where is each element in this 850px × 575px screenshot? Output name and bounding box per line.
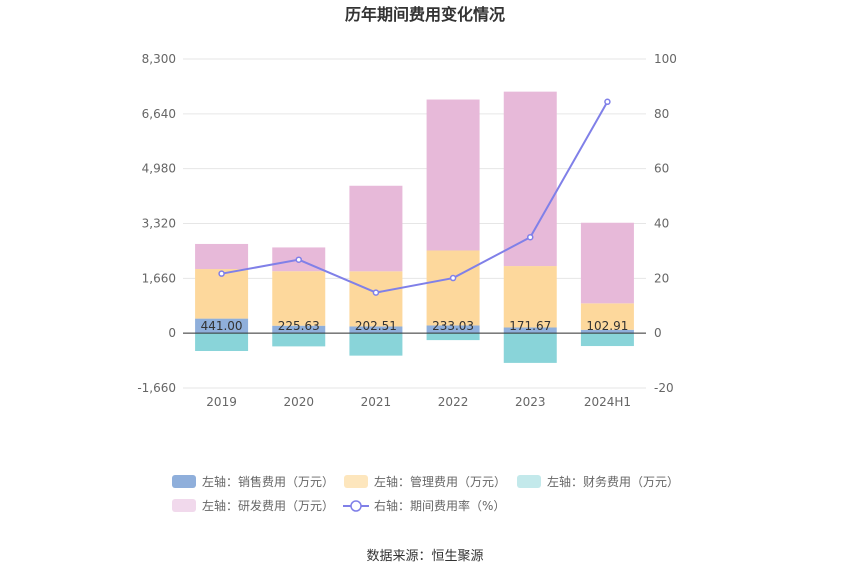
bar-data-label: 102.91 [586, 319, 628, 333]
bar-data-label: 171.67 [509, 319, 551, 333]
rate-line [221, 101, 609, 294]
rate-point [372, 289, 380, 296]
bar-segment [503, 333, 557, 363]
legend-swatch [172, 475, 196, 488]
x-tick-label: 2020 [283, 395, 314, 409]
legend-label: 右轴：期间费用率（%） [374, 498, 505, 513]
bar-segment [426, 250, 480, 326]
right-tick-label: 0 [654, 326, 662, 340]
right-tick-label: 60 [654, 162, 669, 176]
rate-point [295, 256, 302, 263]
right-tick-label: 100 [654, 52, 677, 66]
bar-segment [426, 325, 480, 334]
left-tick-label: 8,300 [142, 52, 176, 66]
source-note: 数据来源：恒生聚源 [366, 549, 483, 564]
left-tick-label: -1,660 [137, 381, 176, 395]
rate-point [527, 233, 534, 241]
bar-segment [195, 333, 249, 352]
right-tick-label: 80 [654, 107, 669, 121]
bar-segment [349, 271, 403, 327]
legend-marker [350, 500, 362, 512]
left-tick-label: 3,320 [142, 217, 176, 231]
right-tick-label: 20 [654, 271, 669, 285]
right-axis: 100 80 60 40 20 0 -20 [654, 52, 677, 395]
line-series [218, 98, 611, 296]
bar-segment [503, 327, 557, 334]
rate-point [449, 274, 457, 282]
bar-data-label: 225.63 [278, 319, 320, 333]
bar-segment [580, 333, 634, 347]
x-tick-label: 2021 [361, 395, 392, 409]
left-tick-label: 6,640 [142, 107, 176, 121]
bar-segment [195, 318, 249, 334]
left-tick-label: 4,980 [142, 162, 176, 176]
legend-swatch [172, 499, 196, 512]
legend-label: 左轴：财务费用（万元） [547, 474, 679, 489]
legend-swatch [344, 475, 368, 488]
left-axis: 8,300 6,640 4,980 3,320 1,660 0 -1,660 [137, 52, 176, 395]
legend-label: 左轴：管理费用（万元） [374, 474, 506, 489]
bar-segment [272, 333, 326, 347]
bars [195, 91, 634, 363]
rate-point [604, 98, 611, 106]
bar-segment [580, 329, 634, 334]
bar-segment [195, 269, 249, 319]
bar-segment [349, 185, 403, 272]
bar-segment [426, 333, 480, 341]
bar-segment [580, 222, 634, 304]
grid [183, 58, 646, 389]
bar-segment [503, 266, 557, 328]
bar-segment [349, 333, 403, 356]
legend-swatch [517, 475, 541, 488]
bar-segment [272, 271, 326, 326]
x-tick-label: 2019 [206, 395, 237, 409]
chart-title: 历年期间费用变化情况 [345, 5, 505, 24]
right-tick-label: 40 [654, 217, 669, 231]
x-tick-label: 2022 [438, 395, 469, 409]
rate-point [218, 270, 225, 277]
bar-segment [195, 243, 249, 270]
bar-data-label: 202.51 [355, 319, 397, 333]
x-tick-label: 2023 [515, 395, 546, 409]
x-tick-label: 2024H1 [584, 395, 631, 409]
x-axis: 2019 2020 2021 2022 2023 2024H1 [206, 395, 631, 409]
bar-data-label: 441.00 [201, 319, 243, 333]
right-tick-label: -20 [654, 381, 674, 395]
bar-labels: 441.00 225.63 202.51 233.03 171.67 102.91 [201, 319, 629, 333]
bar-segment [426, 99, 480, 251]
legend: 左轴：销售费用（万元） 左轴：管理费用（万元） 左轴：财务费用（万元） 左轴：研发费用… [172, 474, 679, 513]
bar-segment [349, 326, 403, 334]
legend-label: 左轴：销售费用（万元） [202, 474, 334, 489]
bar-segment [580, 303, 634, 330]
bar-data-label: 233.03 [432, 319, 474, 333]
bar-segment [272, 325, 326, 334]
legend-label: 左轴：研发费用（万元） [202, 498, 334, 513]
left-tick-label: 1,660 [142, 271, 176, 285]
left-tick-label: 0 [168, 326, 176, 340]
